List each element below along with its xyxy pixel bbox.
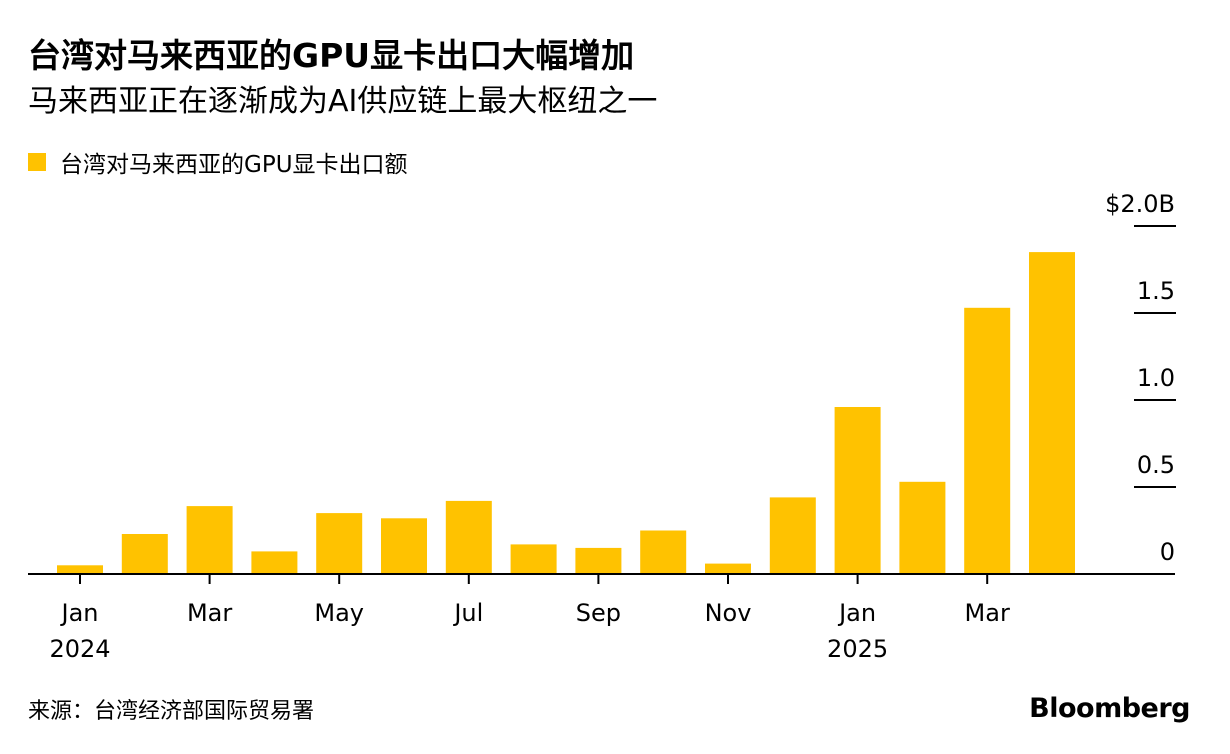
bar xyxy=(316,513,363,574)
bar xyxy=(575,547,622,574)
x-tick-year-label: 2025 xyxy=(827,635,888,663)
bar xyxy=(964,307,1011,574)
source-note: 来源：台湾经济部国际贸易署 xyxy=(28,699,315,724)
y-tick-label: $2.0B xyxy=(1105,190,1175,218)
bar xyxy=(121,534,168,574)
y-tick-label: 1.5 xyxy=(1137,277,1175,305)
x-tick-label: Jan xyxy=(60,599,99,627)
legend: 台湾对马来西亚的GPU显卡出口额 xyxy=(28,146,408,178)
y-tick-label: 1.0 xyxy=(1137,364,1175,392)
x-tick-label: Jan xyxy=(837,599,876,627)
x-tick-label: Mar xyxy=(187,599,232,627)
bar xyxy=(834,407,881,574)
chart-subtitle: 马来西亚正在逐渐成为AI供应链上最大枢纽之一 xyxy=(28,84,658,119)
bar xyxy=(251,551,298,574)
x-tick-label: Jul xyxy=(452,599,483,627)
bar xyxy=(57,565,103,574)
chart-title: 台湾对马来西亚的GPU显卡出口大幅增加 xyxy=(28,36,635,75)
legend-label: 台湾对马来西亚的GPU显卡出口额 xyxy=(60,152,408,178)
bar xyxy=(899,481,946,574)
bloomberg-logo: Bloomberg xyxy=(1029,693,1190,724)
x-tick-year-label: 2024 xyxy=(49,635,110,663)
bar xyxy=(1029,252,1075,574)
y-tick-label: 0.5 xyxy=(1137,451,1175,479)
legend-swatch xyxy=(28,153,46,171)
y-tick-label: 0 xyxy=(1160,538,1175,566)
bar xyxy=(705,563,751,574)
bar xyxy=(640,530,687,574)
x-tick-label: Nov xyxy=(705,599,752,627)
bar xyxy=(445,500,492,574)
bar xyxy=(381,518,427,574)
bar xyxy=(510,544,557,574)
bar xyxy=(769,497,816,574)
x-tick-label: Mar xyxy=(965,599,1010,627)
bar xyxy=(186,506,233,574)
x-tick-label: May xyxy=(314,599,364,627)
x-tick-label: Sep xyxy=(576,599,621,627)
